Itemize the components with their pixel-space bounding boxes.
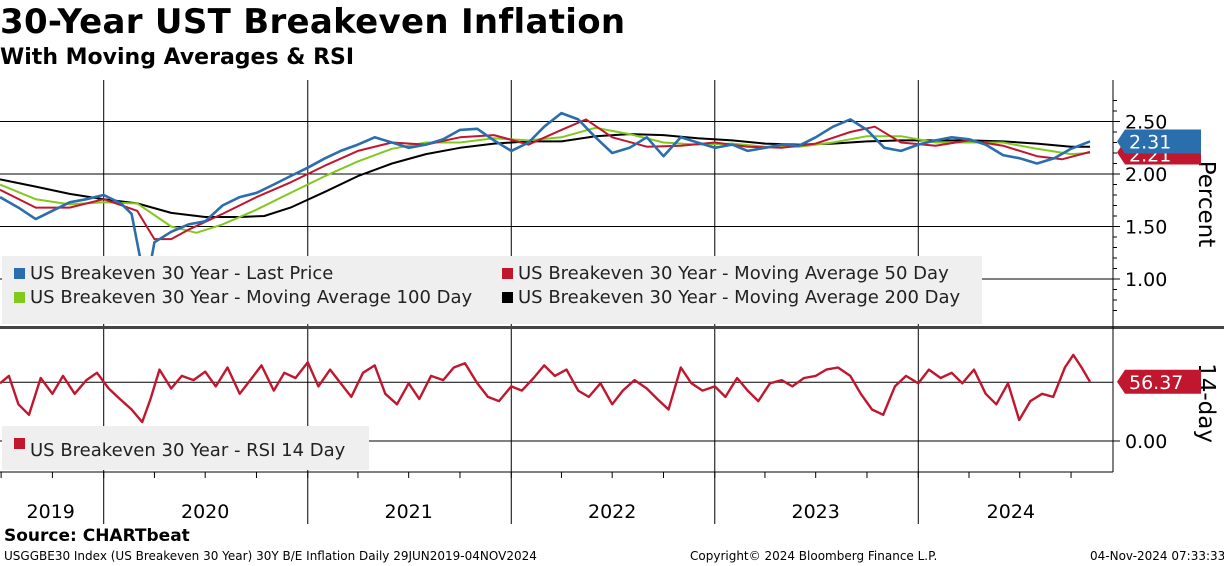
axis-layer: 2.502.001.501.000.00Percent14-day2.212.3… (0, 80, 1219, 523)
legend-ma50-swatch (502, 268, 513, 279)
series-last-price-line (0, 111, 1091, 284)
legend-last-price-swatch (14, 268, 25, 279)
x-tick-label: 2019 (27, 501, 75, 523)
last-price-tag-text: 2.31 (1129, 131, 1171, 153)
last-price-tag-bg (1117, 129, 1201, 154)
x-tick-label: 2023 (792, 501, 840, 523)
chart-canvas: US Breakeven 30 Year - Last Price US Brea… (0, 80, 1224, 524)
rsi-ytick-label: 0.00 (1125, 431, 1167, 453)
x-tick-label: 2021 (385, 501, 433, 523)
series-ma200-line (0, 133, 1090, 218)
series-ma50-line (0, 118, 1091, 241)
legend-ma200-swatch (502, 292, 513, 303)
main-ylabel: Percent (1193, 161, 1219, 248)
legend-ma100-swatch (14, 292, 25, 303)
legend-layer: US Breakeven 30 Year - Last Price US Brea… (2, 256, 982, 470)
legend-rsi-label: US Breakeven 30 Year - RSI 14 Day (30, 440, 346, 461)
rsi-last-tag-bg (1117, 369, 1201, 394)
main-ytick-label: 1.00 (1125, 269, 1167, 291)
rsi-legend-box (2, 426, 369, 470)
x-tick-label: 2024 (987, 501, 1035, 523)
timestamp: 04-Nov-2024 07:33:33 (1090, 549, 1224, 563)
x-tick-label: 2022 (588, 501, 636, 523)
series-layer (0, 111, 1092, 424)
copyright: Copyright© 2024 Bloomberg Finance L.P. (690, 549, 938, 563)
index-info: USGGBE30 Index (US Breakeven 30 Year) 30… (4, 549, 537, 563)
panel-separator (0, 326, 1224, 329)
main-legend-box (2, 256, 982, 324)
legend-ma200-label: US Breakeven 30 Year - Moving Average 20… (518, 287, 961, 308)
x-tick-label: 2020 (181, 501, 229, 523)
chart-title: 30-Year UST Breakeven Inflation (0, 2, 626, 42)
legend-rsi-swatch (14, 438, 25, 449)
rsi-last-tag-text: 56.37 (1129, 372, 1183, 394)
main-ytick-label: 2.50 (1125, 112, 1167, 134)
legend-ma100-label: US Breakeven 30 Year - Moving Average 10… (30, 287, 473, 308)
main-ytick-label: 2.00 (1125, 164, 1167, 186)
series-rsi-line (0, 353, 1092, 424)
series-ma100-line (0, 126, 1091, 234)
main-ytick-label: 1.50 (1125, 217, 1167, 239)
source-label: Source: CHARTbeat (4, 526, 190, 546)
legend-ma50-label: US Breakeven 30 Year - Moving Average 50… (518, 263, 949, 284)
chart-subtitle: With Moving Averages & RSI (0, 45, 355, 70)
legend-last-price-label: US Breakeven 30 Year - Last Price (30, 263, 333, 284)
